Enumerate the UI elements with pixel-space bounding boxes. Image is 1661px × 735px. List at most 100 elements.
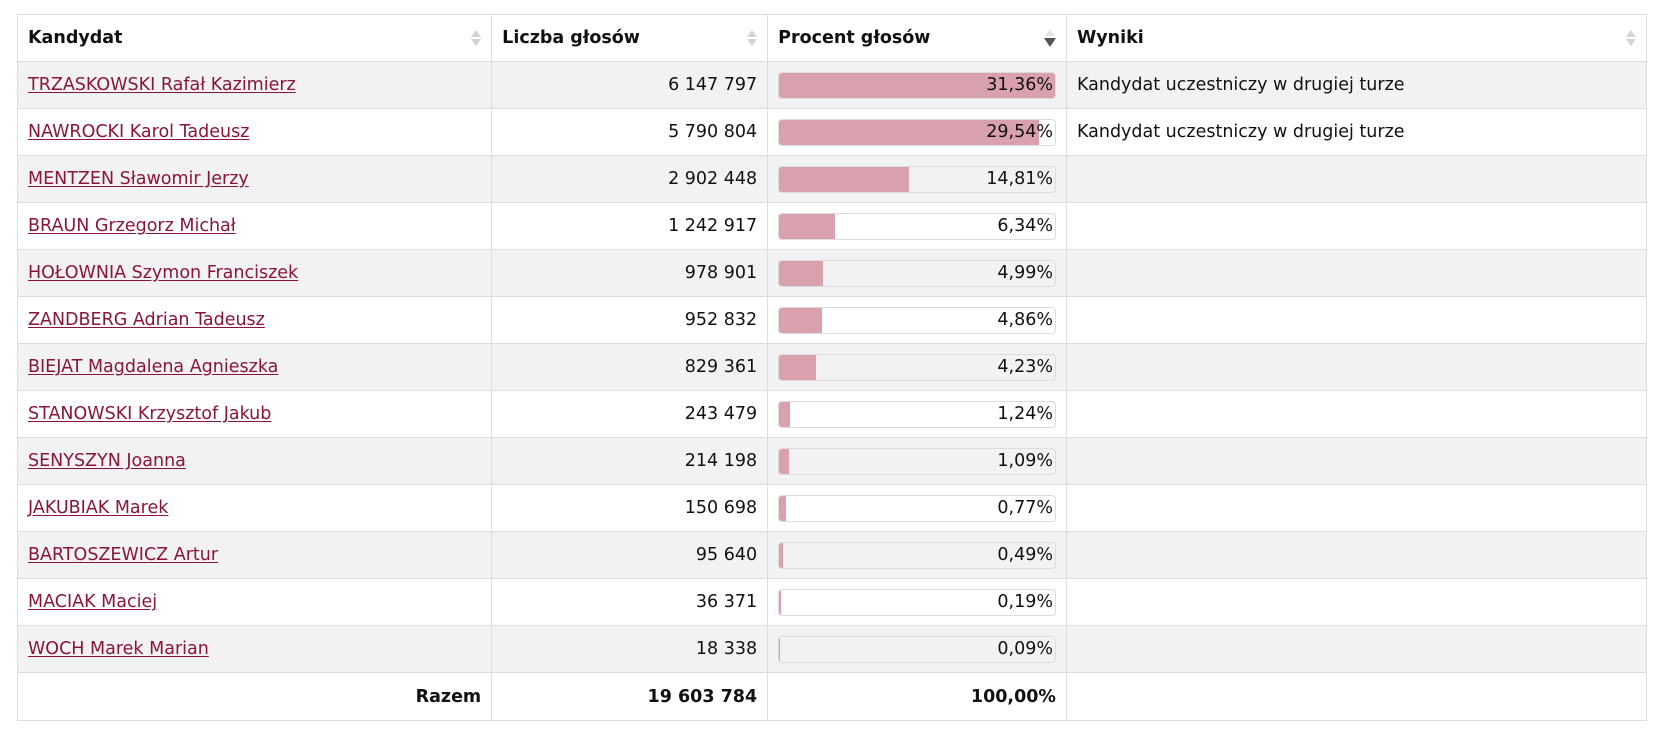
header-candidate[interactable]: Kandydat [16,14,493,62]
votes-cell: 18 338 [491,625,769,673]
candidate-link[interactable]: TRZASKOWSKI Rafał Kazimierz [28,75,296,95]
candidate-link[interactable]: NAWROCKI Karol Tadeusz [28,122,250,142]
percent-label: 1,09% [997,451,1053,471]
votes-cell: 952 832 [491,296,769,344]
votes-cell: 36 371 [491,578,769,626]
votes-cell: 243 479 [491,390,769,438]
candidate-cell: BRAUN Grzegorz Michał [16,202,493,250]
percent-label: 31,36% [986,75,1053,95]
percent-bar-fill [779,260,824,286]
votes-cell: 2 902 448 [491,155,769,203]
candidate-cell: NAWROCKI Karol Tadeusz [16,108,493,156]
candidate-cell: MENTZEN Sławomir Jerzy [16,155,493,203]
percent-label: 29,54% [986,122,1053,142]
percent-bar: 1,09% [778,447,1056,475]
percent-cell: 31,36% [767,61,1067,109]
candidate-cell: JAKUBIAK Marek [16,484,493,532]
results-table-container: Kandydat Liczba głosów Procent głosów Wy… [16,14,1648,721]
percent-bar: 6,34% [778,212,1056,240]
percent-bar: 31,36% [778,71,1056,99]
percent-label: 0,19% [997,592,1053,612]
percent-bar-fill [779,354,817,380]
result-cell [1065,531,1648,579]
percent-bar-fill [779,636,780,662]
candidate-cell: HOŁOWNIA Szymon Franciszek [16,249,493,297]
results-body: TRZASKOWSKI Rafał Kazimierz 6 147 797 31,3… [16,61,1648,673]
candidate-cell: BARTOSZEWICZ Artur [16,531,493,579]
percent-label: 4,86% [997,310,1053,330]
table-row: SENYSZYN Joanna 214 198 1,09% [16,437,1648,485]
table-row: ZANDBERG Adrian Tadeusz 952 832 4,86% [16,296,1648,344]
candidate-link[interactable]: JAKUBIAK Marek [28,498,169,518]
votes-cell: 978 901 [491,249,769,297]
percent-label: 0,49% [997,545,1053,565]
percent-label: 1,24% [997,404,1053,424]
candidate-link[interactable]: WOCH Marek Marian [28,639,209,659]
candidate-link[interactable]: HOŁOWNIA Szymon Franciszek [28,263,299,283]
header-results[interactable]: Wyniki [1065,14,1648,62]
candidate-link[interactable]: BRAUN Grzegorz Michał [28,216,236,236]
header-percent-label: Procent głosów [778,28,931,48]
table-row: BARTOSZEWICZ Artur 95 640 0,49% [16,531,1648,579]
candidate-link[interactable]: ZANDBERG Adrian Tadeusz [28,310,265,330]
sort-votes-icon[interactable] [747,30,758,46]
header-percent[interactable]: Procent głosów [767,14,1067,62]
percent-bar-fill [779,307,822,333]
percent-cell: 29,54% [767,108,1067,156]
percent-label: 4,99% [997,263,1053,283]
table-row: NAWROCKI Karol Tadeusz 5 790 804 29,54% Kan… [16,108,1648,156]
candidate-cell: BIEJAT Magdalena Agnieszka [16,343,493,391]
result-cell [1065,296,1648,344]
percent-bar-fill [779,542,784,568]
result-cell [1065,249,1648,297]
total-votes: 19 603 784 [491,672,769,721]
candidate-link[interactable]: SENYSZYN Joanna [28,451,186,471]
percent-cell: 4,86% [767,296,1067,344]
percent-cell: 0,49% [767,531,1067,579]
percent-cell: 4,23% [767,343,1067,391]
candidate-cell: TRZASKOWSKI Rafał Kazimierz [16,61,493,109]
table-row: WOCH Marek Marian 18 338 0,09% [16,625,1648,673]
sort-results-icon[interactable] [1626,30,1636,46]
percent-cell: 6,34% [767,202,1067,250]
header-votes-label: Liczba głosów [502,28,640,48]
result-cell [1065,625,1648,673]
percent-cell: 1,24% [767,390,1067,438]
votes-cell: 5 790 804 [491,108,769,156]
percent-bar-fill [779,72,1055,98]
result-cell [1065,578,1648,626]
result-cell [1065,155,1648,203]
candidate-link[interactable]: STANOWSKI Krzysztof Jakub [28,404,272,424]
percent-bar: 0,09% [778,635,1056,663]
percent-label: 6,34% [997,216,1053,236]
percent-bar-fill [779,589,781,615]
candidate-link[interactable]: BARTOSZEWICZ Artur [28,545,219,565]
percent-cell: 0,09% [767,625,1067,673]
candidate-link[interactable]: MACIAK Maciej [28,592,158,612]
votes-cell: 95 640 [491,531,769,579]
header-votes[interactable]: Liczba głosów [491,14,769,62]
percent-bar: 4,23% [778,353,1056,381]
table-row: MENTZEN Sławomir Jerzy 2 902 448 14,81% [16,155,1648,203]
percent-bar-fill [779,448,789,474]
votes-cell: 150 698 [491,484,769,532]
result-cell [1065,343,1648,391]
percent-cell: 0,77% [767,484,1067,532]
percent-bar: 4,86% [778,306,1056,334]
candidate-link[interactable]: MENTZEN Sławomir Jerzy [28,169,249,189]
header-row: Kandydat Liczba głosów Procent głosów Wy… [16,14,1648,62]
result-cell [1065,202,1648,250]
percent-bar-fill [779,401,791,427]
percent-bar-fill [779,166,910,192]
table-row: JAKUBIAK Marek 150 698 0,77% [16,484,1648,532]
sort-descending-icon[interactable] [1043,29,1056,47]
candidate-link[interactable]: BIEJAT Magdalena Agnieszka [28,357,279,377]
percent-label: 0,09% [997,639,1053,659]
percent-cell: 4,99% [767,249,1067,297]
sort-candidate-icon[interactable] [471,30,482,46]
candidate-cell: ZANDBERG Adrian Tadeusz [16,296,493,344]
percent-cell: 1,09% [767,437,1067,485]
result-cell: Kandydat uczestniczy w drugiej turze [1065,108,1648,156]
percent-bar-fill [779,213,835,239]
table-row: HOŁOWNIA Szymon Franciszek 978 901 4,99% [16,249,1648,297]
